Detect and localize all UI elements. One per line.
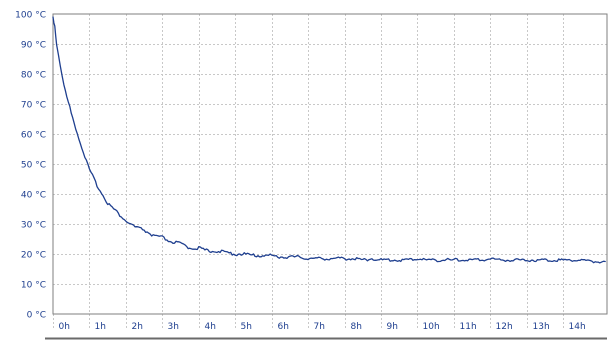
x-tick-label: 2h [132, 322, 143, 332]
x-tick-label: 3h [168, 322, 179, 332]
y-tick-label: 60 °C [21, 131, 46, 141]
x-tick-label: 7h [314, 322, 325, 332]
x-tick-label: 6h [278, 322, 289, 332]
x-tick-label: 4h [205, 322, 216, 332]
y-tick-label: 70 °C [21, 101, 46, 111]
x-tick-label: 10h [423, 322, 440, 332]
x-tick-label: 14h [569, 322, 586, 332]
x-tick-label: 8h [351, 322, 362, 332]
y-tick-label: 30 °C [21, 221, 46, 231]
x-tick-label: 0h [59, 322, 70, 332]
y-tick-label: 0 °C [27, 311, 46, 321]
y-tick-label: 20 °C [21, 251, 46, 261]
y-tick-label: 80 °C [21, 71, 46, 81]
x-tick-label: 11h [460, 322, 477, 332]
y-tick-label: 50 °C [21, 161, 46, 171]
y-tick-label: 40 °C [21, 191, 46, 201]
y-tick-label: 90 °C [21, 41, 46, 51]
x-tick-label: 9h [387, 322, 398, 332]
y-tick-label: 10 °C [21, 281, 46, 291]
x-tick-label: 1h [95, 322, 106, 332]
y-tick-label: 100 °C [15, 11, 46, 21]
x-tick-label: 12h [496, 322, 513, 332]
x-tick-label: 5h [241, 322, 252, 332]
x-tick-label: 13h [533, 322, 550, 332]
